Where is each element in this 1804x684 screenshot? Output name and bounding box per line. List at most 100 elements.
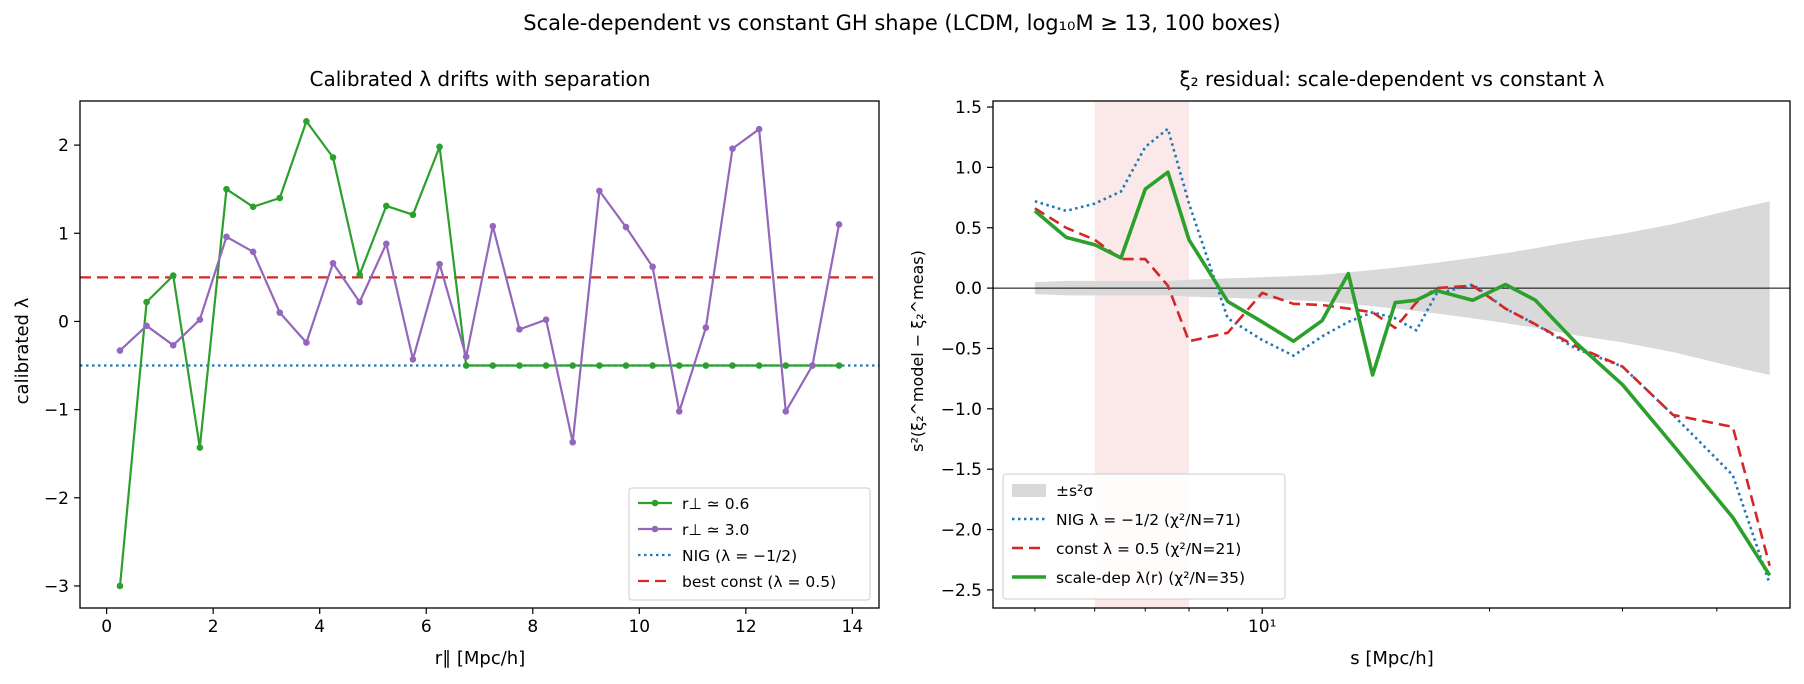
left-series-1-point <box>622 223 630 231</box>
left-series-0-point <box>542 362 550 369</box>
left-series-1-point <box>675 408 683 415</box>
left-series-0-point <box>249 203 257 211</box>
left-legend-marker <box>651 525 659 533</box>
left-legend-label: best const (λ = 0.5) <box>682 573 836 591</box>
left-y-tick-label: −2 <box>44 489 69 509</box>
left-legend-label: r⊥ ≃ 3.0 <box>682 521 749 539</box>
figure-suptitle: Scale-dependent vs constant GH shape (LC… <box>523 11 1280 35</box>
left-series-0-point <box>169 272 177 279</box>
right-y-axis-label: s²(ξ₂^model − ξ₂^meas) <box>908 250 927 452</box>
right-y-tick-label: 0.5 <box>955 219 982 239</box>
left-series-1-point <box>542 316 550 323</box>
right-series-line-2 <box>1033 170 1772 577</box>
left-axes-frame <box>79 100 880 609</box>
left-series-0-point <box>516 362 523 369</box>
left-series-1-point <box>569 438 577 446</box>
left-series-1-point <box>436 260 443 268</box>
left-series-line-0 <box>118 120 839 587</box>
right-y-tick-label: −2.0 <box>941 521 982 541</box>
left-x-tick-label: 2 <box>208 617 219 637</box>
left-legend-label: r⊥ ≃ 0.6 <box>682 495 749 513</box>
left-series-1-point <box>755 125 763 133</box>
left-series-1-point <box>116 347 124 354</box>
left-series-1-point <box>276 309 284 316</box>
left-series-0-point <box>782 362 790 369</box>
right-legend-swatch <box>1012 484 1046 497</box>
left-x-tick-label: 12 <box>735 617 757 637</box>
left-y-tick-label: 1 <box>58 224 69 244</box>
left-series-1-point <box>729 145 736 152</box>
left-series-1-point <box>356 298 363 306</box>
left-series-0-point <box>409 211 417 219</box>
right-x-tick-label: 10¹ <box>1248 617 1276 637</box>
left-x-tick-label: 8 <box>527 617 538 637</box>
right-y-tick-label: −1.0 <box>941 400 982 420</box>
right-x-axis-label: s [Mpc/h] <box>1350 648 1433 669</box>
left-series-1-point <box>303 339 310 346</box>
right-legend-label: ±s²σ <box>1056 482 1093 500</box>
left-series-1-point <box>516 326 523 333</box>
left-series-0-point <box>755 362 763 369</box>
left-series-1-point <box>329 259 337 267</box>
right-y-tick-label: 1.5 <box>955 98 982 118</box>
left-legend-label: NIG (λ = −1/2) <box>682 547 797 565</box>
left-series-1-point <box>489 222 497 230</box>
left-series-0-point <box>436 143 443 151</box>
left-series-1-point <box>702 324 710 331</box>
left-y-axis-label: calibrated λ <box>12 297 33 404</box>
right-y-tick-label: −1.5 <box>941 460 982 480</box>
left-series-0-point <box>462 362 470 369</box>
left-series-0-point <box>622 362 630 369</box>
left-data-layer <box>80 117 879 590</box>
right-legend: ±s²σ NIG λ = −1/2 (χ²/N=71) const λ = 0.5 … <box>1002 473 1286 600</box>
left-series-1-point <box>835 221 843 228</box>
left-series-1-point <box>649 263 656 271</box>
left-x-tick-label: 10 <box>628 617 650 637</box>
left-series-0-point <box>596 362 603 369</box>
left-series-0-point <box>675 362 683 369</box>
right-legend-label: scale-dep λ(r) (χ²/N=35) <box>1056 569 1245 587</box>
right-axes-frame <box>992 100 1791 609</box>
left-series-0-point <box>729 362 736 369</box>
left-series-1-point <box>196 316 204 323</box>
left-y-tick-label: −1 <box>44 401 69 421</box>
left-series-0-point <box>649 362 656 369</box>
right-panel-title: ξ₂ residual: scale-dependent vs constant… <box>1180 67 1605 91</box>
left-legend-box <box>628 487 871 601</box>
left-x-tick-label: 6 <box>421 617 432 637</box>
right-legend-label: const λ = 0.5 (χ²/N=21) <box>1056 540 1241 558</box>
left-series-0-point <box>835 362 843 369</box>
left-series-0-point <box>489 362 497 369</box>
right-y-tick-label: 1.0 <box>955 158 982 178</box>
left-x-tick-label: 14 <box>842 617 864 637</box>
left-series-0-point <box>382 202 390 210</box>
right-y-tick-label: 0.0 <box>955 279 982 299</box>
left-y-tick-label: −3 <box>44 577 69 597</box>
left-series-1-point <box>782 408 790 415</box>
right-y-tick-label: −0.5 <box>941 339 982 359</box>
left-series-0-point <box>223 185 230 193</box>
left-series-1-point <box>223 233 230 241</box>
left-series-0-point <box>303 117 310 125</box>
left-series-0-point <box>196 444 204 451</box>
right-y-tick-label: −2.5 <box>941 581 982 601</box>
left-series-1-point <box>382 240 390 248</box>
left-x-axis-label: r∥ [Mpc/h] <box>435 648 526 669</box>
left-series-0-point <box>356 271 363 279</box>
left-legend: r⊥ ≃ 0.6 r⊥ ≃ 3.0 NIG (λ = −1/2) best const… <box>628 487 871 601</box>
right-legend-box <box>1002 473 1286 600</box>
right-panel: ξ₂ residual: scale-dependent vs constant… <box>908 67 1791 669</box>
left-series-1-point <box>462 353 470 361</box>
left-y-tick-label: 0 <box>58 312 69 332</box>
left-series-1-point <box>249 248 257 256</box>
left-series-0-point <box>569 362 577 369</box>
left-panel: Calibrated λ drifts with separation 0 2 4 6… <box>12 67 880 669</box>
left-series-0-point <box>116 582 124 590</box>
left-series-1-point <box>809 362 816 369</box>
left-y-tick-label: 2 <box>58 136 69 156</box>
left-series-0-point <box>276 194 284 202</box>
right-legend-label: NIG λ = −1/2 (χ²/N=71) <box>1056 511 1241 529</box>
left-legend-marker <box>651 499 659 507</box>
